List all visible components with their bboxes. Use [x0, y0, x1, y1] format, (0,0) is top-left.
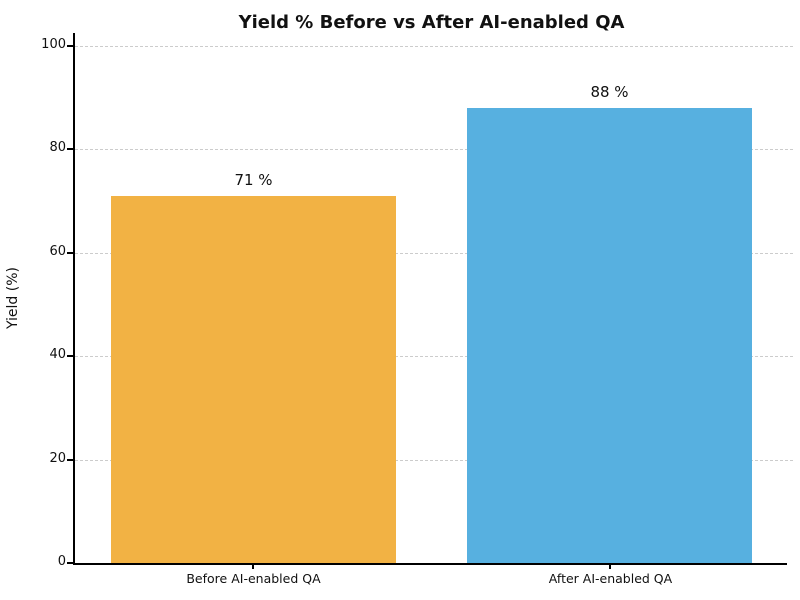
y-axis-label: Yield (%) [5, 267, 21, 330]
y-tick-label-0: 0 [57, 554, 66, 569]
plot-area: 71 % 88 % [73, 33, 793, 565]
gridline-y-60 [75, 252, 793, 254]
y-tick-mark-40 [67, 355, 73, 358]
bar-0 [111, 196, 396, 563]
bar-value-label-1: 88 % [590, 83, 629, 101]
y-tick-mark-60 [67, 251, 73, 254]
y-axis-spine [73, 33, 75, 563]
x-axis-spine [73, 563, 787, 565]
y-tick-mark-0 [67, 562, 73, 564]
y-tick-label-20: 20 [49, 450, 66, 466]
gridline-y-20 [75, 459, 793, 461]
x-category-label-1: After AI-enabled QA [548, 571, 673, 586]
y-tick-label-100: 100 [41, 37, 66, 52]
y-tick-label-60: 60 [49, 243, 66, 259]
gridline-y-100 [75, 46, 793, 47]
x-tick-mark-0 [252, 563, 254, 569]
chart-title: Yield % Before vs After AI-enabled QA [238, 12, 625, 33]
bar-value-label-0: 71 % [234, 171, 273, 189]
x-category-label-0: Before AI-enabled QA [186, 571, 321, 586]
y-tick-mark-100 [67, 45, 73, 47]
gridline-y-80 [75, 149, 793, 151]
y-tick-mark-80 [67, 148, 73, 151]
bar-1 [467, 108, 752, 563]
gridline-y-40 [75, 356, 793, 358]
y-tick-label-80: 80 [49, 140, 66, 156]
y-tick-mark-20 [67, 458, 73, 461]
x-tick-mark-1 [609, 563, 611, 569]
y-tick-label-40: 40 [49, 347, 66, 363]
